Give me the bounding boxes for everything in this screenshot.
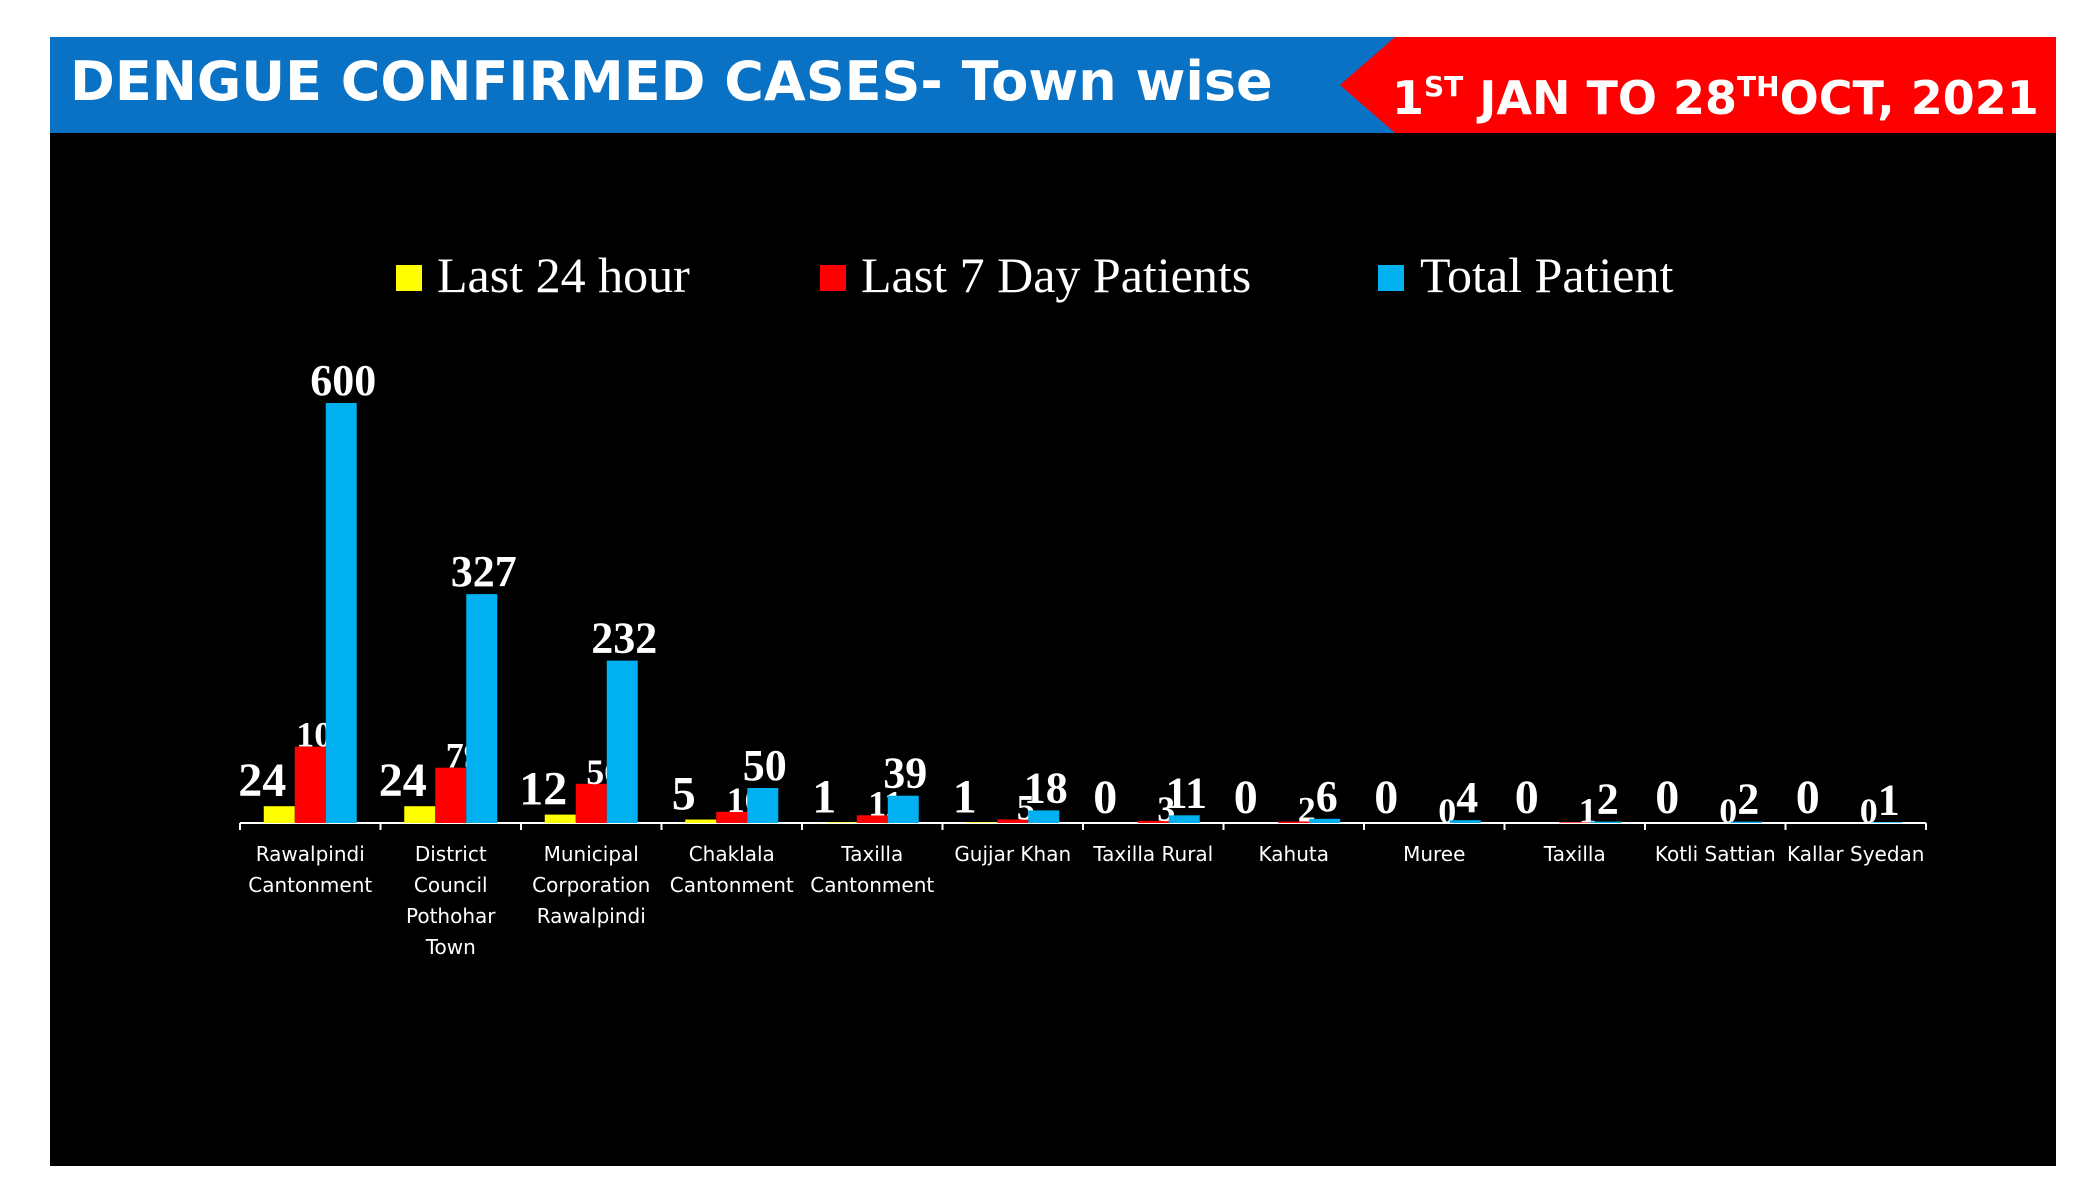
legend-label: Last 7 Day Patients — [861, 247, 1251, 303]
bar-last-7-day-patients — [1559, 822, 1591, 823]
data-label: 0 — [1515, 771, 1539, 824]
data-label: 18 — [1024, 763, 1068, 812]
x-tick-label: Rawalpindi — [537, 904, 646, 928]
data-label: 1 — [1579, 790, 1597, 830]
bar-total-patient — [1028, 810, 1060, 823]
bar-last-24-hour — [544, 814, 576, 823]
slide-background: DENGUE CONFIRMED CASES- Town wise 1ST JA… — [50, 37, 2056, 1166]
legend-swatch — [1378, 265, 1404, 291]
x-tick-label: Council — [414, 873, 488, 897]
data-label: 5 — [672, 768, 696, 821]
data-label: 6 — [1316, 772, 1338, 821]
x-tick-label: Gujjar Khan — [954, 842, 1071, 866]
data-label: 327 — [451, 547, 517, 596]
date-part: ST — [1424, 70, 1464, 103]
x-tick-label: Kotli Sattian — [1655, 842, 1776, 866]
date-banner — [1340, 37, 2056, 133]
bar-last-24-hour — [404, 806, 436, 823]
bar-total-patient — [1730, 821, 1762, 823]
data-label: 12 — [519, 763, 567, 816]
data-label: 0 — [1438, 791, 1456, 831]
bar-last-7-day-patients — [1137, 820, 1169, 823]
x-tick-label: Kahuta — [1259, 842, 1329, 866]
bar-total-patient — [1168, 815, 1200, 823]
data-label: 24 — [379, 754, 427, 807]
data-label: 2 — [1737, 775, 1759, 824]
x-tick-label: Cantonment — [810, 873, 934, 897]
data-label: 1 — [953, 770, 977, 823]
page-title: DENGUE CONFIRMED CASES- Town wise — [70, 50, 1273, 113]
data-label: 11 — [1165, 768, 1207, 817]
legend-label: Last 24 hour — [437, 247, 690, 303]
x-tick-label: Pothohar — [406, 904, 496, 928]
bar-last-7-day-patients — [435, 767, 467, 823]
data-label: 0 — [1655, 771, 1679, 824]
data-label: 2 — [1597, 775, 1619, 824]
bar-total-patient — [1449, 820, 1481, 823]
bar-last-7-day-patients — [294, 746, 326, 823]
x-tick-label: Town — [425, 935, 476, 959]
data-label: 1 — [812, 770, 836, 823]
bar-last-24-hour — [263, 806, 295, 823]
bar-total-patient — [1309, 818, 1341, 823]
data-label: 0 — [1719, 791, 1737, 831]
bar-total-patient — [747, 788, 779, 823]
x-tick-label: Cantonment — [670, 873, 794, 897]
data-label: 2 — [1298, 790, 1316, 830]
legend-label: Total Patient — [1420, 247, 1674, 303]
bar-last-7-day-patients — [1278, 821, 1310, 823]
date-part: TH — [1737, 70, 1780, 103]
data-label: 232 — [591, 614, 657, 663]
data-label: 50 — [743, 741, 787, 790]
bar-total-patient — [606, 660, 638, 823]
x-tick-label: Taxilla Rural — [1092, 842, 1213, 866]
data-label: 0 — [1796, 771, 1820, 824]
data-label: 0 — [1234, 771, 1258, 824]
date-range: 1ST JAN TO 28THOCT, 2021 — [1392, 57, 2039, 128]
bar-total-patient — [466, 594, 498, 823]
x-tick-label: Muree — [1403, 842, 1465, 866]
header-banner: DENGUE CONFIRMED CASES- Town wise — [50, 37, 1550, 133]
data-label: 0 — [1860, 791, 1878, 831]
bar-last-7-day-patients — [575, 783, 607, 823]
x-tick-label: Cantonment — [248, 873, 372, 897]
date-part: OCT, 2021 — [1779, 71, 2039, 125]
x-tick-label: Taxilla — [1543, 842, 1606, 866]
bar-total-patient — [1871, 822, 1903, 823]
data-label: 0 — [1374, 771, 1398, 824]
data-label: 39 — [883, 749, 927, 798]
bar-total-patient — [1590, 821, 1622, 823]
data-label: 24 — [238, 754, 286, 807]
bar-total-patient — [887, 795, 919, 823]
bar-total-patient — [325, 403, 357, 823]
data-label: 1 — [1878, 775, 1900, 824]
x-tick-label: Rawalpindi — [256, 842, 365, 866]
date-part: JAN TO 28 — [1463, 71, 1738, 125]
x-tick-label: Kallar Syedan — [1787, 842, 1924, 866]
bar-last-24-hour — [685, 819, 717, 823]
bar-last-7-day-patients — [997, 819, 1029, 823]
x-tick-label: Chaklala — [689, 842, 775, 866]
bar-last-7-day-patients — [856, 815, 888, 823]
data-label: 600 — [310, 356, 376, 405]
x-tick-label: Taxilla — [840, 842, 903, 866]
bar-last-24-hour — [825, 822, 857, 823]
x-tick-label: Corporation — [532, 873, 650, 897]
data-label: 4 — [1456, 773, 1478, 822]
data-label: 0 — [1093, 771, 1117, 824]
legend-swatch — [820, 265, 846, 291]
legend-swatch — [396, 265, 422, 291]
bar-last-24-hour — [966, 822, 998, 823]
x-tick-label: Municipal — [544, 842, 639, 866]
date-part: 1 — [1392, 71, 1425, 125]
x-tick-label: District — [415, 842, 487, 866]
bar-last-7-day-patients — [716, 811, 748, 823]
